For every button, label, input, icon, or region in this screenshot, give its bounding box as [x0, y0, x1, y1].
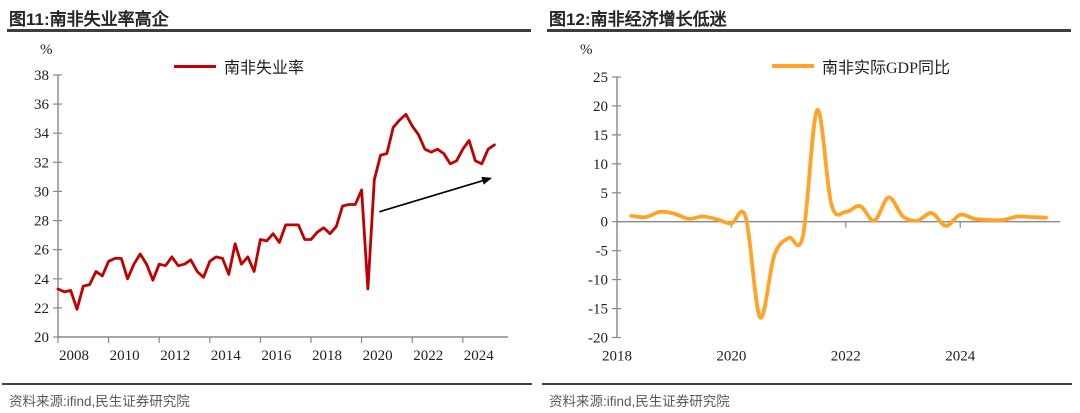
x-tick-label: 2018	[602, 349, 632, 365]
x-tick-label: 2010	[110, 348, 140, 364]
x-tick-label: 2024	[464, 348, 495, 364]
y-tick-label: 32	[34, 155, 49, 171]
x-tick-label: 2022	[831, 349, 861, 365]
y-tick-label: 15	[593, 128, 608, 144]
trend-arrow	[379, 176, 493, 213]
y-tick-label: 22	[34, 301, 49, 317]
chart-title-12: 图12:南非经济增长低迷	[549, 10, 727, 29]
source-note: 资料来源:ifind,民生证券研究院	[9, 394, 190, 409]
y-tick-label: -15	[588, 302, 608, 318]
x-tick-label: 2012	[160, 348, 190, 364]
x-tick-label: 2016	[261, 348, 292, 364]
y-tick-label: 26	[34, 243, 50, 259]
x-tick-label: 2018	[312, 348, 342, 364]
y-tick-label: -10	[588, 273, 608, 289]
y-axis-unit-label: %	[580, 42, 593, 58]
title-underline	[7, 29, 531, 32]
title-underline	[547, 29, 1071, 32]
y-tick-label: -5	[596, 244, 609, 260]
x-tick-label: 2014	[211, 348, 242, 364]
y-tick-label: 34	[34, 126, 50, 142]
legend: 南非实际GDP同比	[740, 54, 982, 78]
x-tick-label: 2020	[363, 348, 393, 364]
y-tick-label: 24	[34, 272, 50, 288]
y-tick-label: 25	[593, 70, 608, 86]
y-axis-unit-label: %	[40, 42, 53, 58]
x-tick-label: 2008	[59, 348, 89, 364]
x-tick-label: 2022	[413, 348, 443, 364]
footer-rule	[2, 383, 532, 385]
legend-label: 南非失业率	[223, 60, 304, 77]
y-tick-label: 28	[34, 214, 49, 230]
y-tick-label: 30	[34, 184, 49, 200]
series-line	[629, 108, 1048, 320]
y-tick-label: 20	[593, 99, 608, 115]
y-tick-label: 0	[601, 215, 609, 231]
panel-unemployment: 图11:南非失业率高企 % 南非失业率 38 36 34 32 30 28 26 24 22 20…	[2, 10, 532, 409]
y-tick-label: -20	[588, 331, 608, 347]
y-tick-label: 36	[34, 97, 50, 113]
legend-line-swatch	[173, 64, 216, 68]
y-tick-label: 20	[34, 330, 49, 346]
chart-title-11: 图11:南非失业率高企	[9, 10, 169, 29]
footer-rule	[542, 383, 1072, 385]
x-tick-label: 2024	[945, 349, 976, 365]
y-tick-label: 38	[34, 68, 49, 84]
axis-frame	[57, 75, 508, 338]
panel-gdp: 图12:南非经济增长低迷 % 南非实际GDP同比 25 20 15 10 5 0 -5 -10…	[540, 0, 1080, 413]
y-tick-label: 5	[601, 186, 609, 202]
x-tick-label: 2020	[716, 349, 746, 365]
series-line	[56, 112, 496, 311]
legend: 南非失业率	[120, 54, 358, 78]
y-tick-label: 10	[593, 157, 608, 173]
legend-line-swatch	[771, 64, 814, 68]
source-note: 资料来源:ifind,民生证券研究院	[549, 394, 730, 409]
legend-label: 南非实际GDP同比	[821, 60, 950, 77]
